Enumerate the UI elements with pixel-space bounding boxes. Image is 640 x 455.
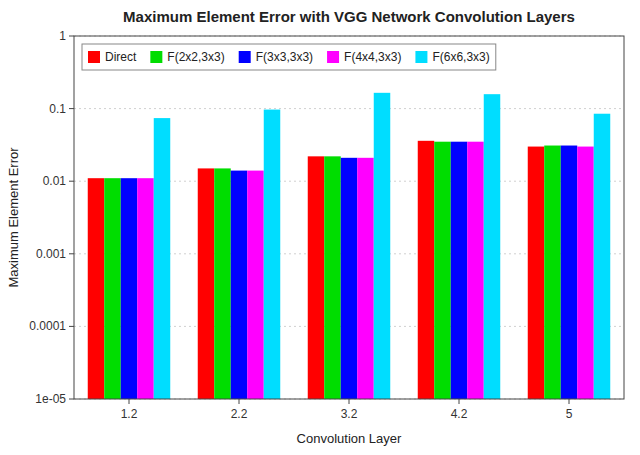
x-axis-label: Convolution Layer [297, 431, 402, 446]
bar [324, 156, 341, 399]
x-tick [129, 399, 130, 404]
legend-swatch [327, 51, 339, 63]
x-axis: 1.2 2.2 3.2 4.2 5 [121, 399, 573, 421]
bar [88, 178, 105, 399]
page: {"chart_data": {"type": "bar", "title": … [0, 0, 640, 455]
bar [137, 178, 154, 399]
grid-line [74, 108, 624, 109]
legend-label: F(3x3,3x3) [256, 50, 313, 64]
legend-item: F(4x4,3x3) [327, 50, 401, 64]
x-tick [349, 399, 350, 404]
y-tick [69, 108, 74, 109]
x-tick-label: 1.2 [121, 407, 138, 421]
bar [544, 146, 561, 399]
bar [434, 142, 451, 399]
bar [451, 142, 468, 399]
bar [357, 158, 374, 399]
legend-item: F(6x6,3x3) [415, 50, 489, 64]
chart-container: Maximum Element Error with VGG Network C… [0, 0, 640, 455]
y-tick [69, 399, 74, 400]
legend: Direct F(2x2,3x3) F(3x3,3x3) F(4x4,3x3) F(6x… [82, 44, 496, 70]
y-tick [69, 36, 74, 37]
legend-label: Direct [105, 50, 137, 64]
x-tick-label: 4.2 [451, 407, 468, 421]
bar [231, 171, 248, 399]
y-tick-label: 0.0001 [29, 319, 66, 333]
bar [247, 171, 264, 399]
legend-swatch [88, 51, 100, 63]
y-tick-label: 1 [59, 29, 66, 43]
legend-swatch [239, 51, 251, 63]
legend-swatch [150, 51, 162, 63]
bar [104, 178, 121, 399]
chart-title: Maximum Element Error with VGG Network C… [123, 8, 575, 25]
bar [577, 147, 594, 399]
legend-label: F(2x2,3x3) [167, 50, 224, 64]
bar [341, 158, 358, 399]
y-axis-label: Maximum Element Error [6, 147, 21, 288]
bar [418, 141, 435, 399]
legend-label: F(4x4,3x3) [344, 50, 401, 64]
x-tick [239, 399, 240, 404]
y-tick-label: 1e-05 [35, 392, 66, 406]
legend-item: Direct [88, 50, 137, 64]
y-tick-label: 0.1 [49, 102, 66, 116]
bar [198, 168, 215, 399]
y-tick [69, 326, 74, 327]
bar [561, 146, 578, 399]
bar [214, 168, 231, 399]
x-tick [569, 399, 570, 404]
bar [308, 156, 325, 399]
bar [121, 178, 138, 399]
x-tick-label: 3.2 [341, 407, 358, 421]
y-tick-label: 0.01 [43, 174, 67, 188]
legend-item: F(2x2,3x3) [150, 50, 224, 64]
legend-box [82, 44, 496, 70]
legend-swatch [415, 51, 427, 63]
bar [154, 118, 171, 399]
bar [528, 147, 545, 399]
legend-item: F(3x3,3x3) [239, 50, 313, 64]
bar [264, 110, 281, 399]
x-tick-label: 2.2 [231, 407, 248, 421]
x-tick-label: 5 [566, 407, 573, 421]
x-tick [459, 399, 460, 404]
bar [467, 142, 484, 399]
y-tick-label: 0.001 [36, 247, 66, 261]
grid [74, 36, 624, 399]
plot-frame [74, 36, 624, 399]
bars [88, 93, 611, 399]
bar [374, 93, 391, 399]
y-axis: 1e-05 0.0001 0.001 0.01 0.1 1 [29, 29, 74, 406]
y-tick [69, 181, 74, 182]
legend-label: F(6x6,3x3) [432, 50, 489, 64]
bar [594, 114, 611, 399]
bar [484, 94, 501, 399]
y-tick [69, 253, 74, 254]
chart-svg: Maximum Element Error with VGG Network C… [0, 0, 640, 455]
